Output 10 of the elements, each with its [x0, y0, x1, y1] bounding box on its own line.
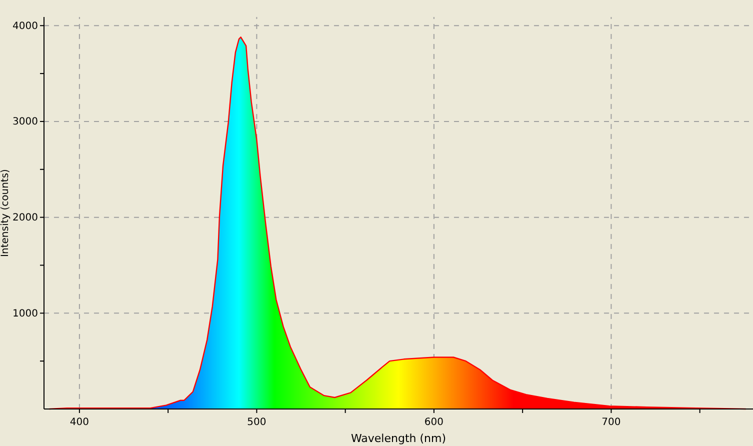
- x-axis-title: Wavelength (nm): [350, 432, 446, 445]
- x-tick-label: 700: [602, 417, 621, 428]
- y-tick-label: 2000: [12, 212, 38, 224]
- x-tick-label: 600: [424, 417, 444, 428]
- x-tick-label: 400: [70, 417, 89, 428]
- y-tick-label: 3000: [12, 116, 38, 128]
- y-tick-label: 4000: [12, 20, 38, 32]
- y-tick-label: 1000: [12, 308, 38, 320]
- x-tick-label: 500: [247, 417, 266, 428]
- y-axis-title: Intensity (counts): [0, 168, 11, 257]
